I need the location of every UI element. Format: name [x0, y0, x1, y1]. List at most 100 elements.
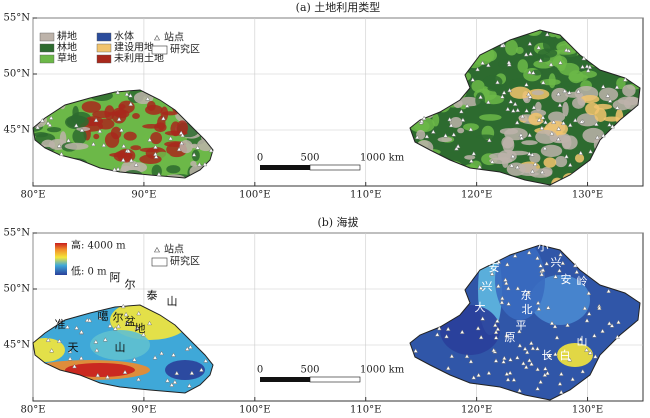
elevation-patch	[495, 245, 545, 320]
legend-swatch	[96, 43, 112, 53]
station	[105, 374, 110, 379]
place-label: 北	[522, 303, 533, 316]
land-patch	[176, 120, 188, 136]
land-patch	[132, 112, 140, 120]
station	[584, 63, 590, 69]
station	[451, 132, 457, 137]
station	[527, 69, 533, 75]
land-patch	[623, 96, 640, 110]
land-patch	[499, 128, 519, 135]
station	[539, 169, 545, 174]
station	[448, 122, 454, 128]
station	[115, 89, 121, 95]
land-patch	[133, 91, 154, 105]
land-patch	[531, 90, 544, 96]
station	[530, 70, 536, 75]
place-label: 地	[135, 322, 146, 335]
station	[203, 358, 209, 363]
land-patch	[81, 101, 102, 113]
station	[536, 117, 542, 122]
station	[47, 122, 53, 127]
station	[572, 262, 578, 268]
station	[120, 157, 126, 162]
station	[579, 119, 585, 124]
station	[585, 67, 591, 73]
land-patch	[457, 96, 481, 107]
place-label: 尔	[113, 311, 124, 324]
station	[507, 87, 513, 93]
station	[540, 114, 546, 120]
land-patch	[509, 86, 531, 99]
station	[609, 323, 615, 328]
station	[421, 115, 427, 121]
station	[124, 91, 130, 97]
land-patch	[72, 128, 87, 145]
station	[545, 305, 551, 310]
legend-swatch	[39, 43, 55, 53]
station	[119, 127, 124, 132]
station	[526, 151, 532, 156]
station	[534, 255, 540, 260]
station	[413, 348, 419, 353]
land-patch	[479, 114, 502, 121]
station	[115, 166, 121, 171]
station	[524, 108, 530, 113]
station	[475, 66, 481, 72]
station	[97, 128, 103, 133]
elevation-patch	[65, 363, 135, 377]
land-patch	[498, 149, 517, 163]
station	[122, 369, 128, 374]
station	[475, 325, 481, 331]
station	[134, 325, 140, 330]
station	[499, 94, 505, 99]
station	[198, 367, 204, 372]
station	[87, 317, 93, 323]
station	[169, 382, 175, 387]
land-patch	[110, 126, 122, 140]
station	[538, 57, 544, 63]
station	[116, 323, 121, 329]
station	[159, 350, 164, 356]
station	[179, 140, 185, 146]
y-tick-label: 45°N	[4, 125, 31, 136]
station	[72, 363, 77, 369]
x-tick-label: 80°E	[20, 405, 45, 416]
land-patch	[118, 104, 126, 110]
station	[66, 137, 71, 143]
scale-label: 500	[300, 365, 319, 376]
station	[535, 366, 541, 372]
station	[523, 364, 529, 369]
station	[58, 151, 64, 156]
station	[558, 389, 564, 395]
station	[530, 345, 536, 351]
station	[529, 361, 534, 366]
station	[443, 133, 448, 138]
legend-label: 高: 4000 m	[71, 239, 126, 252]
place-label: 兴	[551, 256, 562, 269]
study-area-outline	[32, 89, 214, 179]
station	[501, 359, 507, 364]
station	[539, 125, 545, 130]
x-tick-label: 130°E	[572, 405, 603, 416]
elevation-patch	[530, 275, 590, 325]
scale-label: 0	[257, 153, 263, 164]
station	[430, 129, 436, 134]
station	[509, 163, 515, 168]
land-patch	[84, 116, 103, 127]
station	[545, 370, 550, 376]
land-patch	[457, 127, 465, 134]
station	[510, 153, 516, 159]
place-label: 大	[475, 300, 486, 314]
land-patch	[554, 155, 568, 168]
station	[535, 346, 540, 351]
y-tick-label: 50°N	[4, 284, 31, 295]
station	[563, 47, 569, 52]
station	[464, 353, 470, 359]
land-patch	[548, 73, 556, 89]
x-tick-label: 90°E	[131, 405, 156, 416]
place-label: 准	[55, 318, 66, 331]
station	[73, 122, 79, 128]
x-tick-label: 90°E	[131, 190, 156, 201]
land-patch	[76, 126, 91, 132]
